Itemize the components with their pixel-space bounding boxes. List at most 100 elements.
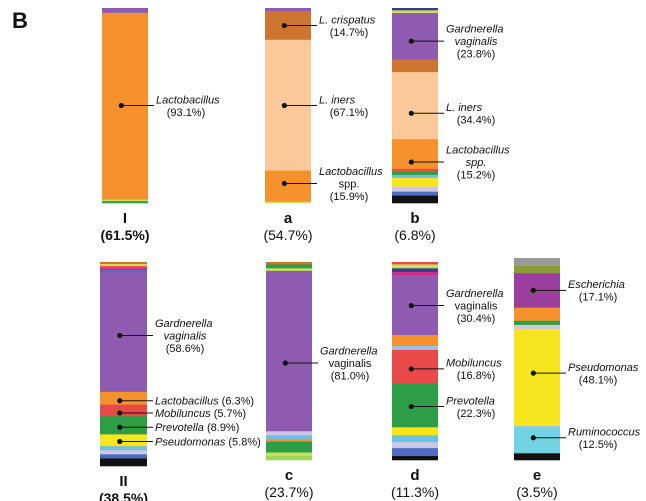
bar-segment-ii-prevotella-8 [100, 416, 147, 435]
annotation-label-e-0-0: Escherichia [568, 279, 625, 291]
bar-segment-e-minor-4 [514, 320, 560, 326]
bar-segment-c-minor-9 [266, 456, 312, 461]
bar-segment-b-minor-1 [392, 10, 438, 14]
bar-segment-i-top-purple-0 [102, 8, 148, 14]
bar-segment-d-minor-0 [392, 262, 438, 265]
bar-segment-ii-mobiluncus-7 [100, 404, 147, 417]
annotation-label-ii-0-2: (58.6%) [166, 343, 205, 355]
bar-share-d: (11.3%) [391, 484, 439, 500]
annotation-label-c-0-1: vaginalis [329, 358, 372, 370]
bar-segment-ii-pseudomonas-9 [100, 434, 147, 447]
bar-segment-ii-minor-11 [100, 450, 147, 455]
annotation-label-b-0-2: (23.8%) [457, 49, 496, 61]
annotation-label-e-1-1: (48.1%) [579, 374, 618, 386]
annotation-label-b-1-0: L. iners [446, 102, 483, 114]
annotation-label-a-2-2: (15.9%) [330, 191, 369, 203]
bar-segment-e-minor-5 [514, 324, 560, 330]
bar-segment-ii-minor-13 [100, 458, 147, 467]
annotation-label-prevotella: Prevotella (8.9%) [155, 422, 239, 434]
bar-segment-ii-minor-10 [100, 446, 147, 451]
bar-group-a: a(54.7%) L. crispatus(14.7%) L. iners(67.1… [263, 8, 383, 243]
panel-label: B [12, 8, 28, 33]
bar-label-i: I [123, 210, 127, 227]
annotation-label-e-2-1: (12.5%) [579, 439, 618, 451]
bar-segment-b-l-iners-4 [392, 72, 438, 140]
annotation-label-pseudomonas: Pseudomonas (5.8%) [155, 437, 261, 449]
bar-segment-b-gardnerella-vaginalis-2 [392, 13, 438, 60]
bar-segment-d-minor-5 [392, 335, 438, 347]
annotation-label-d-2-1: (22.3%) [457, 408, 496, 420]
bar-segment-d-minor-1 [392, 264, 438, 269]
annotation-label-a-1-1: (67.1%) [330, 107, 369, 119]
annotation-label-c-0-2: (81.0%) [331, 370, 370, 382]
bar-label-d: d [410, 467, 419, 484]
bar-segment-b-minor-9 [392, 177, 438, 187]
bar-segment-e-minor-1 [514, 266, 560, 274]
bar-segment-d-minor-12 [392, 448, 438, 457]
bar-segment-c-gardnerella-vaginalis-3 [266, 270, 312, 432]
annotation-label-d-1-1: (16.8%) [457, 370, 496, 382]
bar-share-c: (23.7%) [264, 484, 313, 500]
bar-segment-c-minor-0 [266, 262, 312, 265]
bar-segment-b-lactobacillus-spp-5 [392, 139, 438, 170]
bar-segment-b-minor-6 [392, 168, 438, 173]
bar-segment-ii-minor-12 [100, 454, 147, 459]
annotation-label-a-2-0: Lactobacillus [319, 166, 383, 178]
annotation-label-ii-0-1: vaginalis [164, 330, 207, 342]
annotation-label-d-0-0: Gardnerella [446, 288, 503, 300]
annotation-label-d-0-2: (30.4%) [457, 313, 496, 325]
bar-segment-d-minor-2 [392, 268, 438, 273]
annotation-label-b-0-1: vaginalis [455, 36, 498, 48]
bar-segment-a-lactobacillus-spp-3 [265, 170, 311, 202]
annotation-label-c-0-0: Gardnerella [320, 345, 377, 357]
annotation-label-e-2-0: Ruminococcus [568, 427, 641, 439]
bar-label-c: c [285, 467, 293, 484]
annotation-label-a-0-1: (14.7%) [330, 27, 369, 39]
bar-segment-c-minor-2 [266, 268, 312, 272]
bar-segment-b-minor-11 [392, 191, 438, 196]
bar-segment-d-mobiluncus-7 [392, 349, 438, 384]
bar-segment-ii-lactobacillus-6 [100, 391, 147, 405]
bar-segment-e-minor-7 [514, 426, 560, 429]
annotation-label-a-0-0: L. crispatus [319, 14, 376, 26]
bar-segment-e-ruminococcus-8 [514, 428, 560, 454]
bar-segment-b-minor-7 [392, 172, 438, 176]
bar-share-ii: (38.5%) [99, 490, 148, 501]
bar-segment-d-prevotella-8 [392, 383, 438, 428]
annotation-label-a-2-1: spp. [339, 179, 360, 191]
bar-share-a: (54.7%) [263, 227, 312, 243]
annotation-label-ii-0-0: Gardnerella [155, 318, 212, 330]
bar-segment-e-minor-9 [514, 453, 560, 461]
bar-segment-d-minor-13 [392, 456, 438, 461]
annotation-label-e-0-1: (17.1%) [579, 292, 618, 304]
bar-segment-e-minor-3 [514, 307, 560, 322]
bar-segment-a-minor-4 [265, 201, 311, 204]
annotation-label-b-2-1: spp. [466, 157, 487, 169]
bar-segment-ii-minor-0 [100, 262, 147, 265]
bar-segment-b-minor-3 [392, 59, 438, 73]
bar-segment-c-minor-1 [266, 264, 312, 269]
bar-segment-i-minor-3 [102, 201, 148, 204]
bar-group-i: I(61.5%) Lactobacillus(93.1%) [100, 8, 220, 243]
bar-segment-e-minor-0 [514, 258, 560, 267]
annotation-label-a-1-0: L. iners [319, 94, 356, 106]
bar-segment-d-minor-9 [392, 427, 438, 436]
bar-segment-c-minor-8 [266, 452, 312, 457]
bar-segment-d-minor-6 [392, 345, 438, 351]
bar-segment-c-minor-7 [266, 441, 312, 453]
bar-share-i: (61.5%) [100, 227, 149, 243]
bar-segment-i-minor-2 [102, 199, 148, 202]
bar-segment-d-minor-11 [392, 442, 438, 449]
annotation-label-b-2-2: (15.2%) [457, 170, 496, 182]
annotation-label-e-1-0: Pseudomonas [568, 362, 639, 374]
bar-segment-d-minor-3 [392, 271, 438, 276]
annotation-label-b-0-0: Gardnerella [446, 24, 503, 36]
bar-segment-c-minor-5 [266, 435, 312, 440]
bar-label-e: e [533, 467, 541, 484]
